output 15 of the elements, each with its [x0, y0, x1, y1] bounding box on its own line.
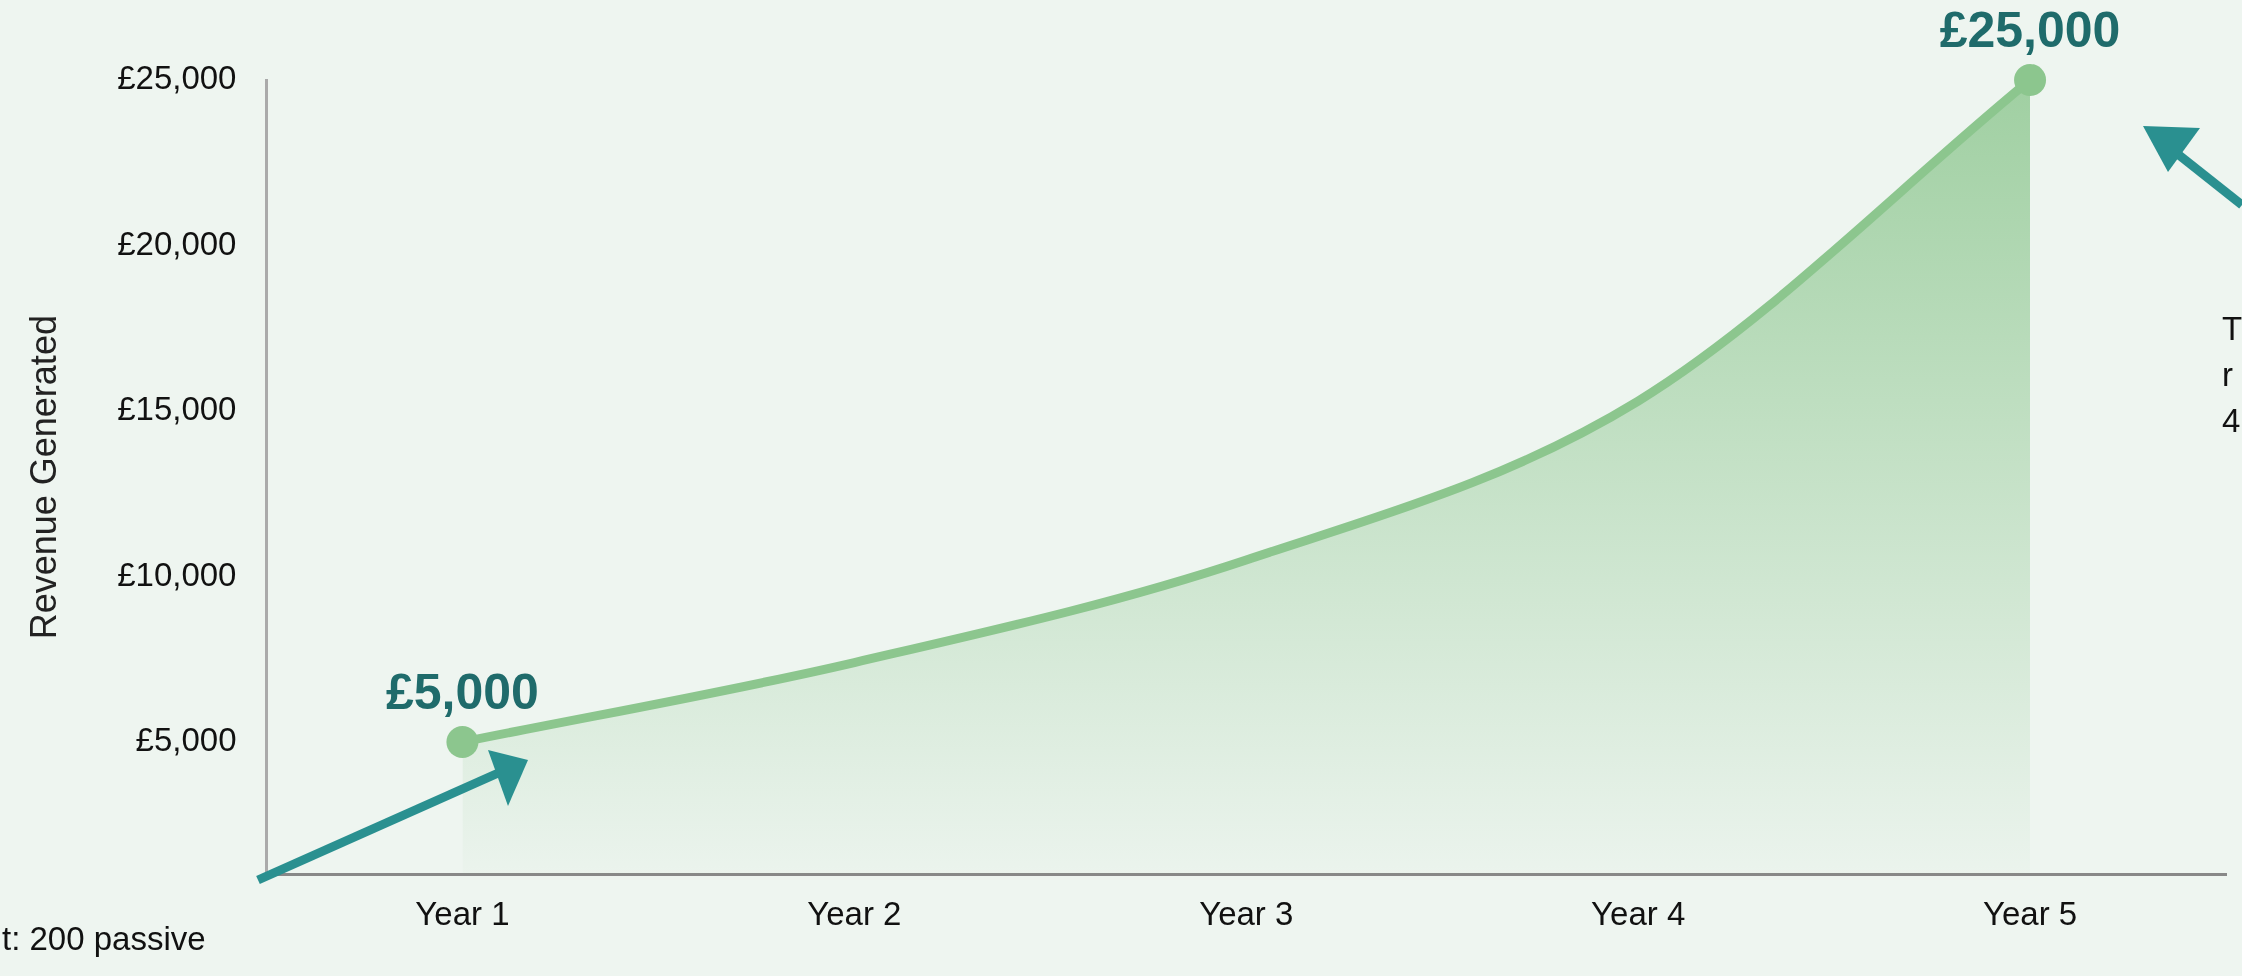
x-tick-label: Year 2 [807, 895, 902, 933]
y-tick-label: £5,000 [135, 721, 237, 759]
x-tick-label: Year 5 [1982, 895, 2078, 933]
x-tick-label: Year 4 [1591, 895, 1686, 933]
y-tick-label: £20,000 [117, 224, 237, 262]
y-axis-title: Revenue Generated [22, 315, 64, 640]
y-tick-label: £10,000 [117, 555, 237, 593]
text: t: 200 passive [2, 920, 206, 957]
x-tick-label: Year 3 [1199, 895, 1294, 933]
data-label: £5,000 [385, 663, 539, 720]
x-tick-label: Year 1 [415, 895, 510, 933]
y-tick-label: £15,000 [117, 390, 237, 428]
y-tick-label: £25,000 [117, 59, 237, 97]
annotation: T r 4 [2222, 310, 2242, 439]
data-label: £25,000 [1939, 1, 2121, 58]
